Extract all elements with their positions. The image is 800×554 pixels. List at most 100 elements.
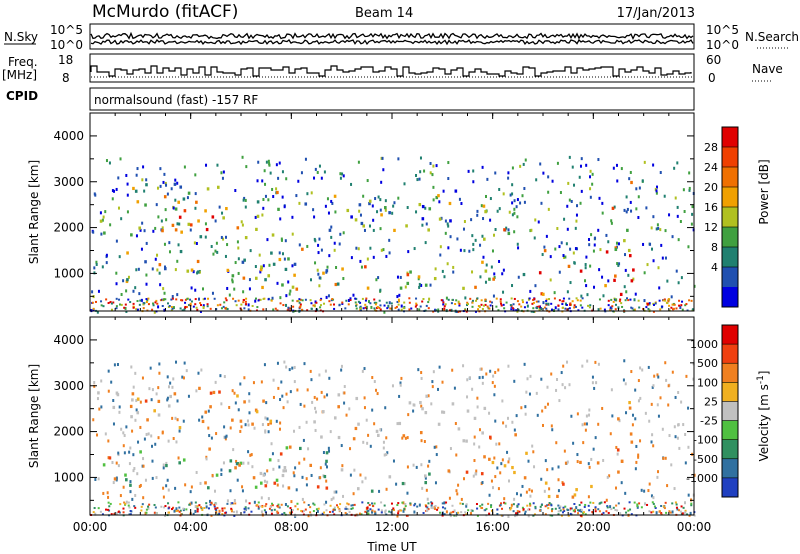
scatter-cell — [326, 197, 329, 201]
colorbar-tick-label: 1000 — [690, 338, 718, 351]
scatter-cell — [167, 502, 170, 505]
scatter-cell — [229, 502, 232, 506]
scatter-cell — [545, 234, 548, 238]
scatter-cell — [115, 305, 118, 308]
scatter-cell — [614, 298, 617, 301]
scatter-cell — [184, 305, 187, 308]
scatter-cell — [132, 453, 135, 457]
scatter-cell — [527, 508, 530, 511]
scatter-cell — [350, 182, 353, 186]
scatter-cell — [208, 434, 211, 438]
scatter-cell — [274, 307, 277, 310]
scatter-cell — [393, 201, 396, 205]
scatter-cell — [228, 405, 231, 409]
scatter-cell — [375, 301, 378, 304]
scatter-cell — [361, 501, 364, 504]
scatter-cell — [301, 510, 304, 513]
scatter-cell — [583, 505, 586, 508]
scatter-cell — [478, 445, 481, 449]
scatter-cell — [603, 308, 606, 312]
scatter-cell — [442, 189, 445, 193]
scatter-cell — [284, 239, 287, 243]
scatter-cell — [545, 302, 548, 305]
scatter-cell — [395, 482, 398, 486]
scatter-cell — [564, 386, 567, 390]
scatter-cell — [540, 292, 544, 296]
scatter-cell — [520, 305, 523, 308]
scatter-cell — [404, 436, 407, 440]
scatter-cell — [406, 281, 410, 286]
scatter-cell — [532, 307, 535, 310]
scatter-cell — [451, 298, 454, 301]
scatter-cell — [237, 408, 240, 412]
scatter-cell — [325, 295, 328, 299]
scatter-cell — [92, 511, 95, 514]
scatter-cell — [513, 199, 516, 203]
scatter-cell — [328, 254, 331, 258]
scatter-cell — [172, 437, 175, 441]
scatter-cell — [176, 399, 179, 403]
scatter-cell — [134, 506, 137, 509]
scatter-cell — [247, 303, 250, 307]
scatter-cell — [474, 285, 477, 289]
scatter-cell — [562, 506, 565, 509]
scatter-cell — [200, 304, 203, 307]
scatter-cell — [648, 482, 651, 486]
scatter-cell — [189, 490, 192, 494]
scatter-cell — [130, 365, 133, 369]
noise-frame — [89, 23, 695, 50]
scatter-cell — [492, 294, 495, 298]
scatter-cell — [147, 303, 150, 306]
scatter-cell — [637, 195, 640, 199]
scatter-cell — [476, 405, 479, 409]
scatter-cell — [155, 203, 158, 207]
scatter-cell — [674, 501, 677, 504]
scatter-cell — [591, 511, 594, 514]
scatter-cell — [516, 504, 519, 507]
scatter-cell — [397, 196, 400, 200]
scatter-cell — [231, 278, 234, 282]
scatter-cell — [169, 394, 172, 399]
scatter-cell — [154, 442, 157, 446]
scatter-cell — [373, 298, 376, 301]
colorbar-segment — [722, 325, 738, 345]
scatter-cell — [652, 444, 655, 448]
scatter-cell — [362, 224, 366, 228]
scatter-cell — [379, 428, 382, 432]
scatter-cell — [359, 259, 362, 263]
scatter-cell — [370, 489, 374, 493]
scatter-cell — [106, 491, 109, 495]
scatter-cell — [673, 303, 676, 306]
scatter-cell — [384, 199, 387, 203]
scatter-cell — [161, 226, 164, 230]
scatter-cell — [617, 263, 620, 267]
scatter-cell — [610, 388, 613, 392]
scatter-cell — [486, 177, 489, 181]
scatter-cell — [676, 214, 679, 218]
scatter-cell — [115, 476, 118, 480]
scatter-cell — [683, 210, 686, 214]
scatter-cell — [579, 514, 582, 517]
scatter-cell — [141, 503, 144, 506]
scatter-cell — [182, 419, 185, 423]
scatter-cell — [305, 420, 308, 424]
scatter-cell — [388, 475, 392, 479]
scatter-cell — [125, 173, 128, 177]
scatter-cell — [408, 401, 412, 405]
scatter-cell — [447, 224, 450, 228]
scatter-cell — [211, 215, 215, 219]
scatter-cell — [285, 303, 288, 307]
scatter-cell — [177, 243, 180, 247]
scatter-cell — [277, 176, 280, 180]
scatter-cell — [561, 511, 564, 514]
scatter-cell — [613, 278, 616, 282]
scatter-cell — [516, 198, 519, 202]
scatter-cell — [524, 158, 527, 162]
scatter-cell — [145, 273, 148, 277]
scatter-cell — [530, 489, 533, 493]
scatter-cell — [209, 307, 212, 310]
scatter-cell — [384, 510, 387, 514]
scatter-cell — [611, 414, 614, 418]
scatter-cell — [479, 243, 482, 247]
nsearch-tick-low: 10^0 — [706, 38, 739, 52]
